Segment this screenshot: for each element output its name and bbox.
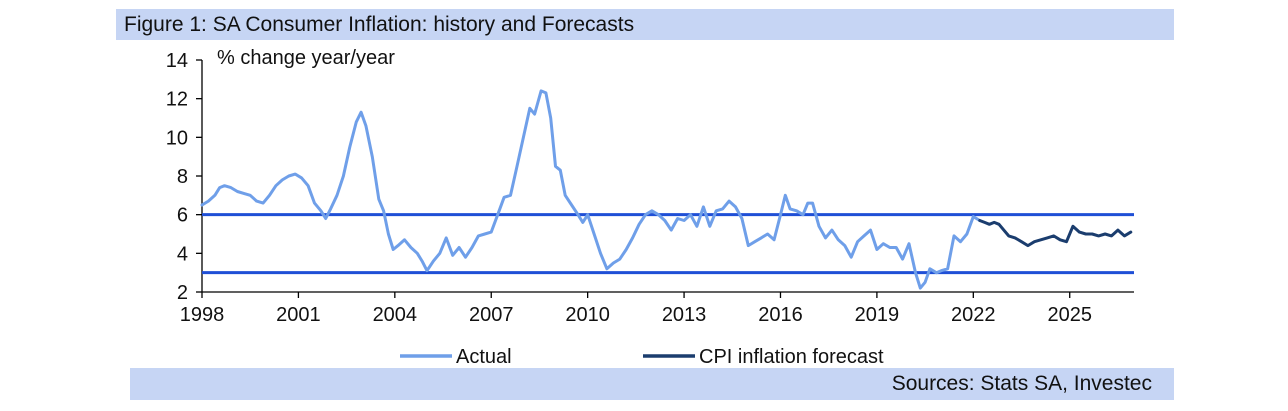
x-tick-label: 2025: [1047, 304, 1092, 326]
legend-actual-label: Actual: [456, 346, 512, 368]
y-tick-label: 2: [177, 282, 188, 304]
source-bar: Sources: Stats SA, Investec: [130, 368, 1174, 400]
y-tick-label: 10: [166, 127, 188, 149]
x-tick-label: 2019: [855, 304, 900, 326]
y-tick-label: 4: [177, 243, 188, 265]
series-actual-line: [200, 89, 982, 290]
y-tick-label: 14: [166, 50, 188, 72]
chart-title: Figure 1: SA Consumer Inflation: history…: [124, 13, 635, 36]
x-tick-label: 2001: [276, 304, 321, 326]
y-axis-label: % change year/year: [217, 47, 395, 69]
y-tick-label: 12: [166, 89, 188, 111]
series-forecast-line: [978, 219, 1133, 248]
y-tick-label: 6: [177, 205, 188, 227]
source-note: Sources: Stats SA, Investec: [891, 372, 1152, 395]
x-tick-label: 2007: [469, 304, 514, 326]
x-tick-label: 2016: [758, 304, 803, 326]
x-tick-label: 2022: [951, 304, 996, 326]
x-tick-label: 1998: [180, 304, 225, 326]
x-tick-label: 2004: [373, 304, 418, 326]
x-tick-label: 2013: [662, 304, 707, 326]
legend-forecast-label: CPI inflation forecast: [699, 346, 884, 368]
y-tick-label: 8: [177, 166, 188, 188]
x-tick-label: 2010: [565, 304, 610, 326]
title-bar: Figure 1: SA Consumer Inflation: history…: [116, 9, 1174, 40]
